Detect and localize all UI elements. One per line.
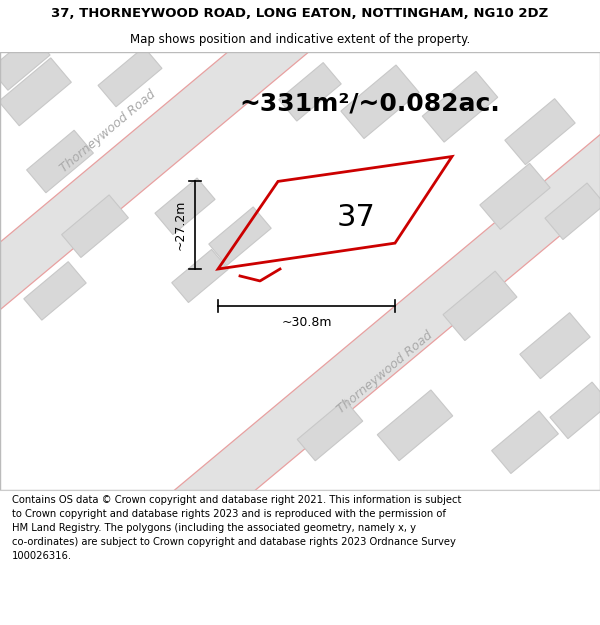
Polygon shape xyxy=(443,271,517,341)
Polygon shape xyxy=(491,411,559,474)
Polygon shape xyxy=(209,207,271,266)
Text: Thorneywood Road: Thorneywood Road xyxy=(335,329,435,416)
Polygon shape xyxy=(341,65,419,139)
Text: ~27.2m: ~27.2m xyxy=(174,200,187,251)
Text: 37: 37 xyxy=(337,203,375,232)
Text: ~30.8m: ~30.8m xyxy=(281,316,332,329)
Polygon shape xyxy=(93,123,600,598)
Text: Contains OS data © Crown copyright and database right 2021. This information is : Contains OS data © Crown copyright and d… xyxy=(12,496,461,561)
Polygon shape xyxy=(279,62,341,121)
Polygon shape xyxy=(505,99,575,164)
Polygon shape xyxy=(422,71,498,142)
Polygon shape xyxy=(0,0,409,365)
Polygon shape xyxy=(26,130,94,192)
Polygon shape xyxy=(550,382,600,439)
Polygon shape xyxy=(377,390,453,461)
Text: Thorneywood Road: Thorneywood Road xyxy=(58,88,158,175)
Polygon shape xyxy=(0,58,71,126)
Polygon shape xyxy=(98,47,162,107)
Polygon shape xyxy=(0,34,50,90)
Polygon shape xyxy=(520,312,590,379)
Polygon shape xyxy=(297,400,363,461)
Polygon shape xyxy=(155,178,215,234)
Polygon shape xyxy=(62,195,128,258)
Polygon shape xyxy=(480,163,550,229)
Polygon shape xyxy=(545,183,600,239)
Polygon shape xyxy=(172,249,228,302)
Text: Map shows position and indicative extent of the property.: Map shows position and indicative extent… xyxy=(130,33,470,46)
Polygon shape xyxy=(24,262,86,320)
Text: ~331m²/~0.082ac.: ~331m²/~0.082ac. xyxy=(239,92,500,116)
Text: 37, THORNEYWOOD ROAD, LONG EATON, NOTTINGHAM, NG10 2DZ: 37, THORNEYWOOD ROAD, LONG EATON, NOTTIN… xyxy=(52,7,548,20)
